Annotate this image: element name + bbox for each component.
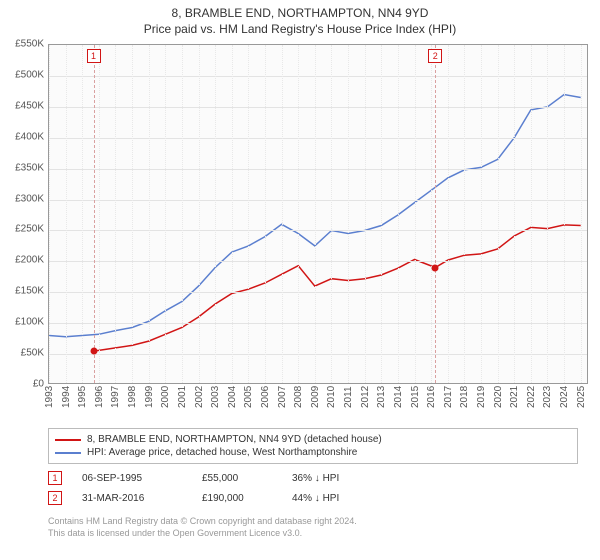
legend-swatch [55,439,81,441]
chart-subtitle: Price paid vs. HM Land Registry's House … [0,20,600,44]
legend: 8, BRAMBLE END, NORTHAMPTON, NN4 9YD (de… [48,428,578,464]
y-axis: £0£50K£100K£150K£200K£250K£300K£350K£400… [0,44,48,384]
legend-row: 8, BRAMBLE END, NORTHAMPTON, NN4 9YD (de… [55,433,571,446]
note-price: £55,000 [202,473,272,484]
footer: Contains HM Land Registry data © Crown c… [48,516,578,539]
note-date: 06-SEP-1995 [82,473,182,484]
plot-area: 12 [48,44,588,384]
note-price: £190,000 [202,493,272,504]
note-delta: 36% ↓ HPI [292,473,339,484]
note-delta: 44% ↓ HPI [292,493,339,504]
chart-area: £0£50K£100K£150K£200K£250K£300K£350K£400… [0,44,600,424]
chart-title: 8, BRAMBLE END, NORTHAMPTON, NN4 9YD [0,0,600,20]
note-row: 1 06-SEP-1995 £55,000 36% ↓ HPI [48,468,578,488]
chart-svg [49,45,589,385]
legend-row: HPI: Average price, detached house, West… [55,446,571,459]
legend-swatch [55,452,81,454]
note-marker: 2 [48,491,62,505]
note-row: 2 31-MAR-2016 £190,000 44% ↓ HPI [48,488,578,508]
legend-label: HPI: Average price, detached house, West… [87,447,357,458]
footer-line: This data is licensed under the Open Gov… [48,528,578,540]
sale-notes: 1 06-SEP-1995 £55,000 36% ↓ HPI 2 31-MAR… [48,468,578,508]
x-axis: 1993199419951996199719981999200020012002… [48,384,588,424]
note-date: 31-MAR-2016 [82,493,182,504]
footer-line: Contains HM Land Registry data © Crown c… [48,516,578,528]
legend-label: 8, BRAMBLE END, NORTHAMPTON, NN4 9YD (de… [87,434,382,445]
note-marker: 1 [48,471,62,485]
chart-container: 8, BRAMBLE END, NORTHAMPTON, NN4 9YD Pri… [0,0,600,560]
